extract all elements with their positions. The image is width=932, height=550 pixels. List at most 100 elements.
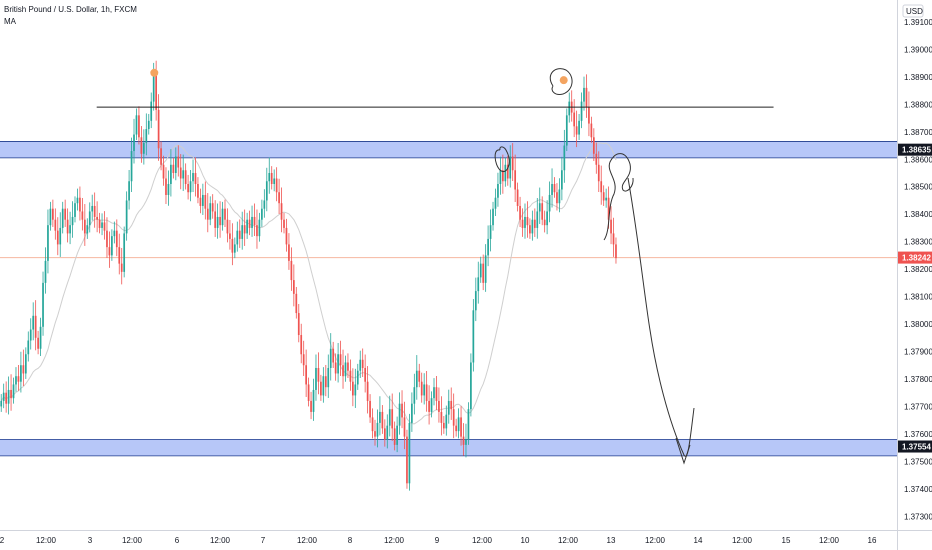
candle-body xyxy=(376,422,379,437)
candle-body xyxy=(430,398,433,412)
candle-body xyxy=(322,376,325,396)
candle xyxy=(182,154,185,192)
candle xyxy=(600,165,603,205)
candle xyxy=(551,168,553,208)
candle-body xyxy=(342,365,344,377)
candle xyxy=(211,194,214,219)
candle xyxy=(452,393,455,439)
candle-body xyxy=(590,123,593,138)
candle xyxy=(206,193,209,233)
candle xyxy=(12,377,15,404)
candle-body xyxy=(103,222,106,231)
price-tick-label: 1.38200 xyxy=(904,265,932,274)
candle-body xyxy=(494,197,497,209)
candle-body xyxy=(462,436,465,445)
candle-body xyxy=(189,181,192,193)
candle xyxy=(408,413,411,491)
candle xyxy=(199,188,202,214)
candle-body xyxy=(248,219,251,228)
candle-body xyxy=(5,392,8,404)
candle xyxy=(420,372,423,403)
candle-body xyxy=(442,422,445,429)
candle xyxy=(364,354,367,393)
candle xyxy=(561,156,563,201)
candle-body xyxy=(145,129,148,143)
candle xyxy=(138,106,140,145)
candle-body xyxy=(81,211,84,220)
candle-body xyxy=(433,387,435,399)
candle-body xyxy=(445,414,448,429)
candle-body xyxy=(253,216,256,226)
candle xyxy=(236,221,239,252)
candle xyxy=(401,390,403,429)
time-tick-label: 3 xyxy=(88,536,93,545)
candle-body xyxy=(440,411,443,423)
candle-body xyxy=(71,216,74,226)
candle xyxy=(538,187,541,224)
candle xyxy=(221,201,224,231)
candle-body xyxy=(69,225,71,234)
candle xyxy=(197,177,199,204)
candle xyxy=(526,201,529,238)
candle xyxy=(487,225,489,267)
candle-body xyxy=(401,403,403,418)
candle-body xyxy=(155,74,158,110)
candle xyxy=(388,395,391,437)
price-label-text: 1.38242 xyxy=(902,254,931,263)
candle-body xyxy=(111,236,113,256)
candle xyxy=(312,378,315,421)
candle-body xyxy=(86,225,89,234)
candle xyxy=(588,91,590,137)
candle xyxy=(37,330,39,355)
time-tick-label: 12:00 xyxy=(36,536,57,545)
candle xyxy=(187,174,189,200)
candle xyxy=(428,385,430,425)
candle-body xyxy=(320,381,322,396)
candle-body xyxy=(241,225,244,239)
candle xyxy=(42,271,44,336)
candle xyxy=(297,303,300,343)
candle xyxy=(315,354,317,401)
candle xyxy=(529,218,531,239)
candle xyxy=(597,151,600,193)
candle-body xyxy=(408,422,411,484)
candle-body xyxy=(0,400,3,407)
candle xyxy=(300,323,303,364)
candle xyxy=(184,163,187,190)
candle xyxy=(438,387,440,423)
candle-body xyxy=(396,425,398,445)
candle xyxy=(292,264,295,307)
candle xyxy=(531,210,534,241)
candle-body xyxy=(447,400,450,415)
candle xyxy=(329,333,332,381)
candle xyxy=(135,108,138,141)
candle xyxy=(111,229,113,261)
candle xyxy=(22,349,25,386)
candle-body xyxy=(583,87,585,102)
candle-body xyxy=(379,411,381,423)
candle xyxy=(24,347,27,379)
candle xyxy=(369,394,371,423)
candle-body xyxy=(356,370,359,385)
candle xyxy=(270,166,273,190)
candle xyxy=(98,212,101,234)
candle xyxy=(76,188,79,211)
candle xyxy=(216,203,219,239)
candle xyxy=(224,199,226,227)
candle xyxy=(179,154,182,190)
peak-highlight-dot xyxy=(150,68,159,77)
candle-body xyxy=(514,170,517,190)
candle xyxy=(578,113,580,141)
candle-body xyxy=(52,208,54,220)
candle xyxy=(150,92,153,129)
candle xyxy=(243,209,246,246)
candle-body xyxy=(113,230,116,237)
candle xyxy=(524,203,526,239)
candle xyxy=(347,353,349,378)
candle xyxy=(352,368,354,407)
time-tick-label: 10 xyxy=(521,536,530,545)
candle-body xyxy=(489,225,492,239)
moving-average-line xyxy=(0,142,617,425)
price-tick-label: 1.38700 xyxy=(904,128,932,137)
